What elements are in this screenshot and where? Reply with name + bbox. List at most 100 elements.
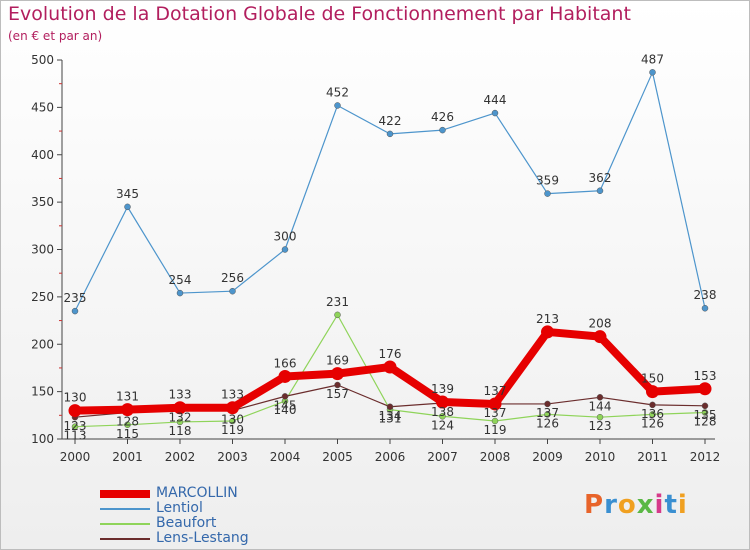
data-label: 126 <box>536 416 559 430</box>
x-tick-label: 2006 <box>375 450 406 464</box>
y-tick-label: 100 <box>31 432 54 446</box>
x-tick-label: 2008 <box>480 450 511 464</box>
data-point <box>226 401 239 415</box>
data-point <box>701 304 709 312</box>
data-label: 130 <box>221 413 244 427</box>
legend-label: Lentiol <box>156 500 203 516</box>
data-label: 166 <box>274 356 297 370</box>
data-label: 138 <box>431 405 454 419</box>
x-tick-label: 2001 <box>112 450 143 464</box>
data-label: 235 <box>64 291 87 305</box>
data-label: 131 <box>379 412 402 426</box>
data-label: 123 <box>64 419 87 433</box>
data-point <box>646 385 659 399</box>
data-label: 135 <box>694 408 717 422</box>
data-label: 256 <box>221 271 244 285</box>
data-label: 213 <box>536 312 559 326</box>
data-label: 300 <box>274 230 297 244</box>
y-tick-label: 150 <box>31 385 54 399</box>
data-label: 359 <box>536 174 559 188</box>
data-point <box>649 411 656 418</box>
x-tick-label: 2007 <box>427 450 458 464</box>
data-label: 231 <box>326 295 349 309</box>
data-label: 115 <box>116 427 139 441</box>
legend-label: Beaufort <box>156 515 217 531</box>
x-tick-label: 2012 <box>690 450 721 464</box>
data-label: 137 <box>536 406 559 420</box>
y-tick-label: 200 <box>31 337 54 351</box>
data-label: 345 <box>116 187 139 201</box>
data-point <box>491 417 499 425</box>
data-point <box>124 421 131 429</box>
x-tick-label: 2011 <box>637 450 668 464</box>
data-point <box>281 393 289 400</box>
data-point <box>176 289 184 297</box>
data-label: 137 <box>484 384 507 398</box>
data-point <box>544 190 551 197</box>
data-point <box>596 187 604 195</box>
data-point <box>593 330 607 344</box>
data-label: 139 <box>431 382 454 396</box>
data-label: 118 <box>169 424 192 438</box>
data-label: 254 <box>169 273 192 287</box>
data-label: 238 <box>694 288 717 302</box>
x-tick-label: 2010 <box>585 450 616 464</box>
data-point <box>229 417 236 425</box>
data-label: 176 <box>379 347 402 361</box>
data-label: 134 <box>379 409 402 423</box>
data-point <box>386 403 394 411</box>
data-point <box>439 413 446 420</box>
data-point <box>121 403 134 417</box>
data-point <box>701 402 709 410</box>
data-label: 133 <box>221 388 244 402</box>
legend-swatch <box>100 523 150 525</box>
legend-label: MARCOLLIN <box>156 485 238 501</box>
chart-title: Evolution de la Dotation Globale de Fonc… <box>8 3 631 25</box>
data-point <box>334 381 341 389</box>
data-label: 119 <box>484 423 507 437</box>
data-label: 123 <box>589 419 612 433</box>
data-label: 126 <box>641 416 664 430</box>
data-label: 140 <box>274 403 297 417</box>
y-tick-label: 400 <box>31 148 54 162</box>
data-point <box>541 325 554 339</box>
data-point <box>281 246 289 253</box>
data-point <box>698 382 712 396</box>
data-label: 153 <box>694 369 717 383</box>
legend-swatch <box>100 508 150 510</box>
data-point <box>71 423 79 430</box>
x-tick-label: 2004 <box>270 450 301 464</box>
y-tick-label: 300 <box>31 243 54 257</box>
data-label: 150 <box>641 372 664 386</box>
data-label: 136 <box>641 407 664 421</box>
x-tick-label: 2005 <box>322 450 353 464</box>
data-point <box>334 311 341 319</box>
data-label: 130 <box>64 391 87 405</box>
data-label: 132 <box>169 411 192 425</box>
data-point <box>68 404 82 418</box>
data-label: 113 <box>64 429 87 443</box>
line-chart: 100 150 200 250 300 350 400 450 500 2000 2001 2002 2… <box>31 52 721 464</box>
data-point <box>71 307 79 315</box>
data-point <box>491 109 499 117</box>
data-label: 422 <box>379 114 402 128</box>
data-point <box>124 203 131 211</box>
data-point <box>229 287 236 295</box>
x-tick-label: 2009 <box>532 450 563 464</box>
data-label: 128 <box>116 414 139 428</box>
data-point <box>173 401 187 415</box>
data-label: 157 <box>326 387 349 401</box>
data-point <box>544 411 551 418</box>
data-label: 169 <box>326 354 349 368</box>
y-tick-label: 250 <box>31 290 54 304</box>
data-point <box>383 360 397 374</box>
data-label: 128 <box>694 414 717 428</box>
data-point <box>176 418 184 426</box>
data-label: 444 <box>484 93 507 107</box>
data-label: 119 <box>221 423 244 437</box>
data-point <box>596 413 604 421</box>
y-tick-label: 350 <box>31 195 54 209</box>
data-point <box>544 400 551 408</box>
data-label: 137 <box>484 406 507 420</box>
